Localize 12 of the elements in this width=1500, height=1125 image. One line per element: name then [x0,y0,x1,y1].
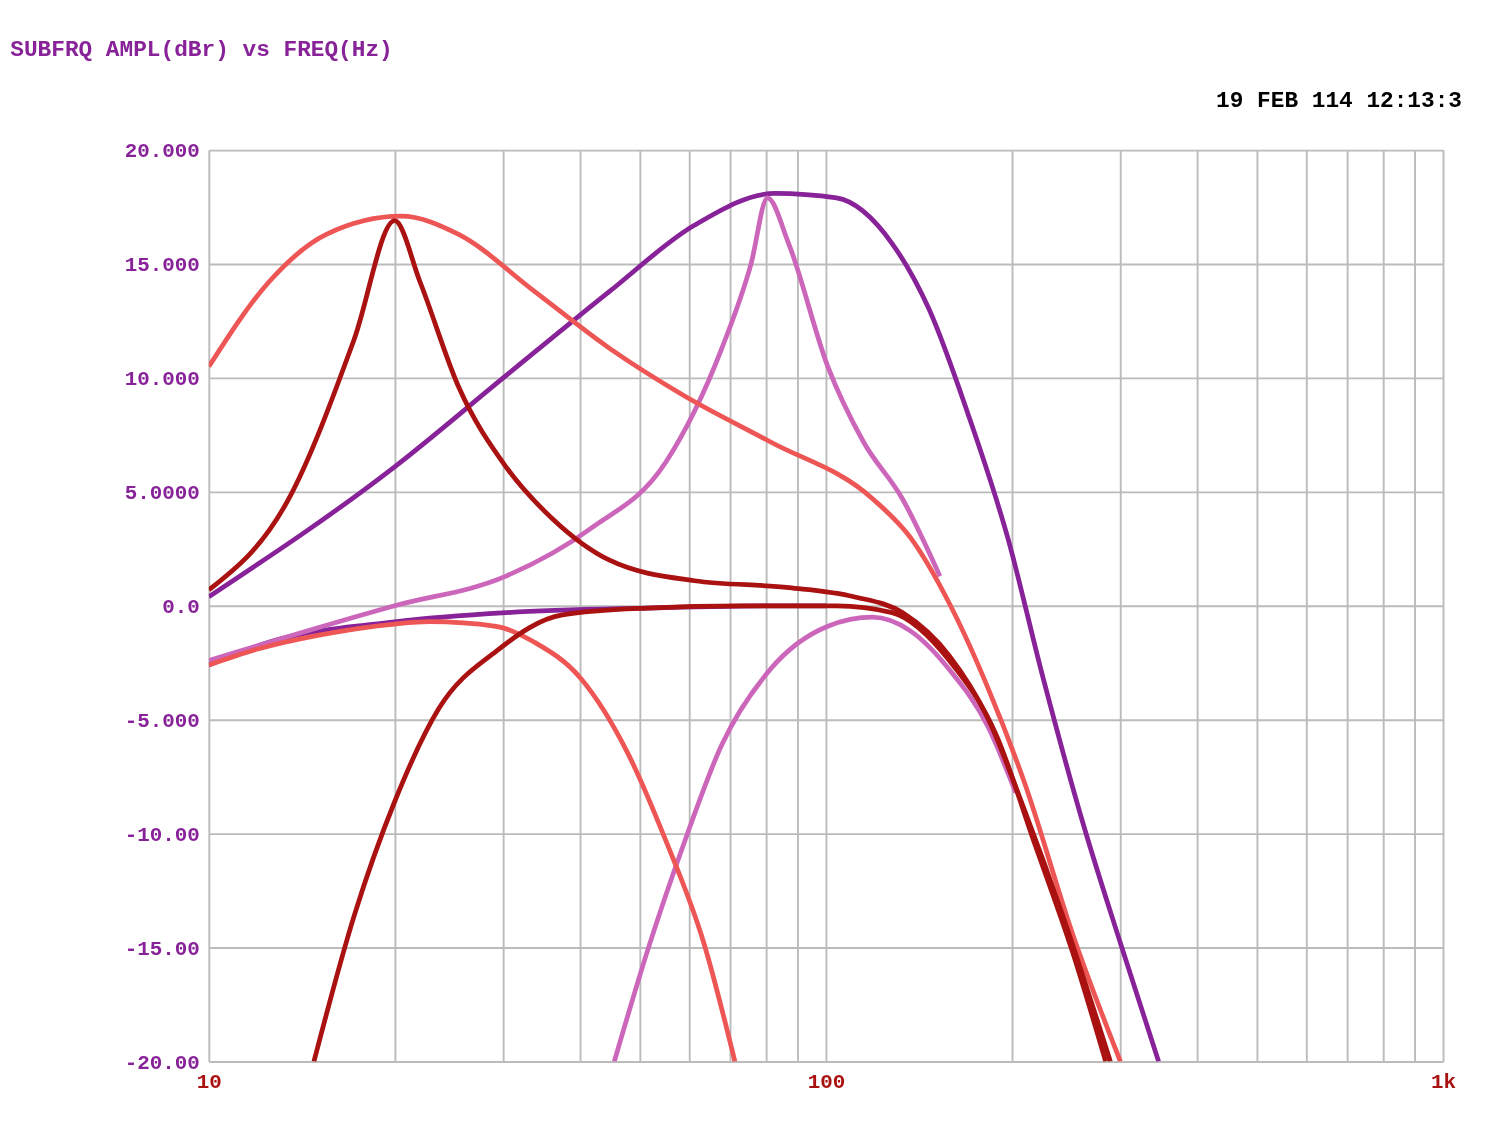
y-tick-label: 15.000 [124,254,200,278]
x-tick-label: 100 [807,1070,846,1094]
y-tick-label: 10.000 [124,368,200,392]
chart-title: SUBFRQ AMPL(dBr) vs FREQ(Hz) [10,37,393,64]
y-tick-label: 0.0 [162,595,200,619]
text: 19 FEB 114 12:13:3 [1216,88,1463,115]
y-tick-label: -5.000 [124,709,200,733]
y-tick-label: -15.00 [124,937,200,961]
y-tick-label: 5.0000 [124,481,200,505]
y-tick-label: 20.000 [124,140,200,164]
x-tick-label: 1k [1430,1070,1457,1094]
y-tick-label: -10.00 [124,823,200,847]
